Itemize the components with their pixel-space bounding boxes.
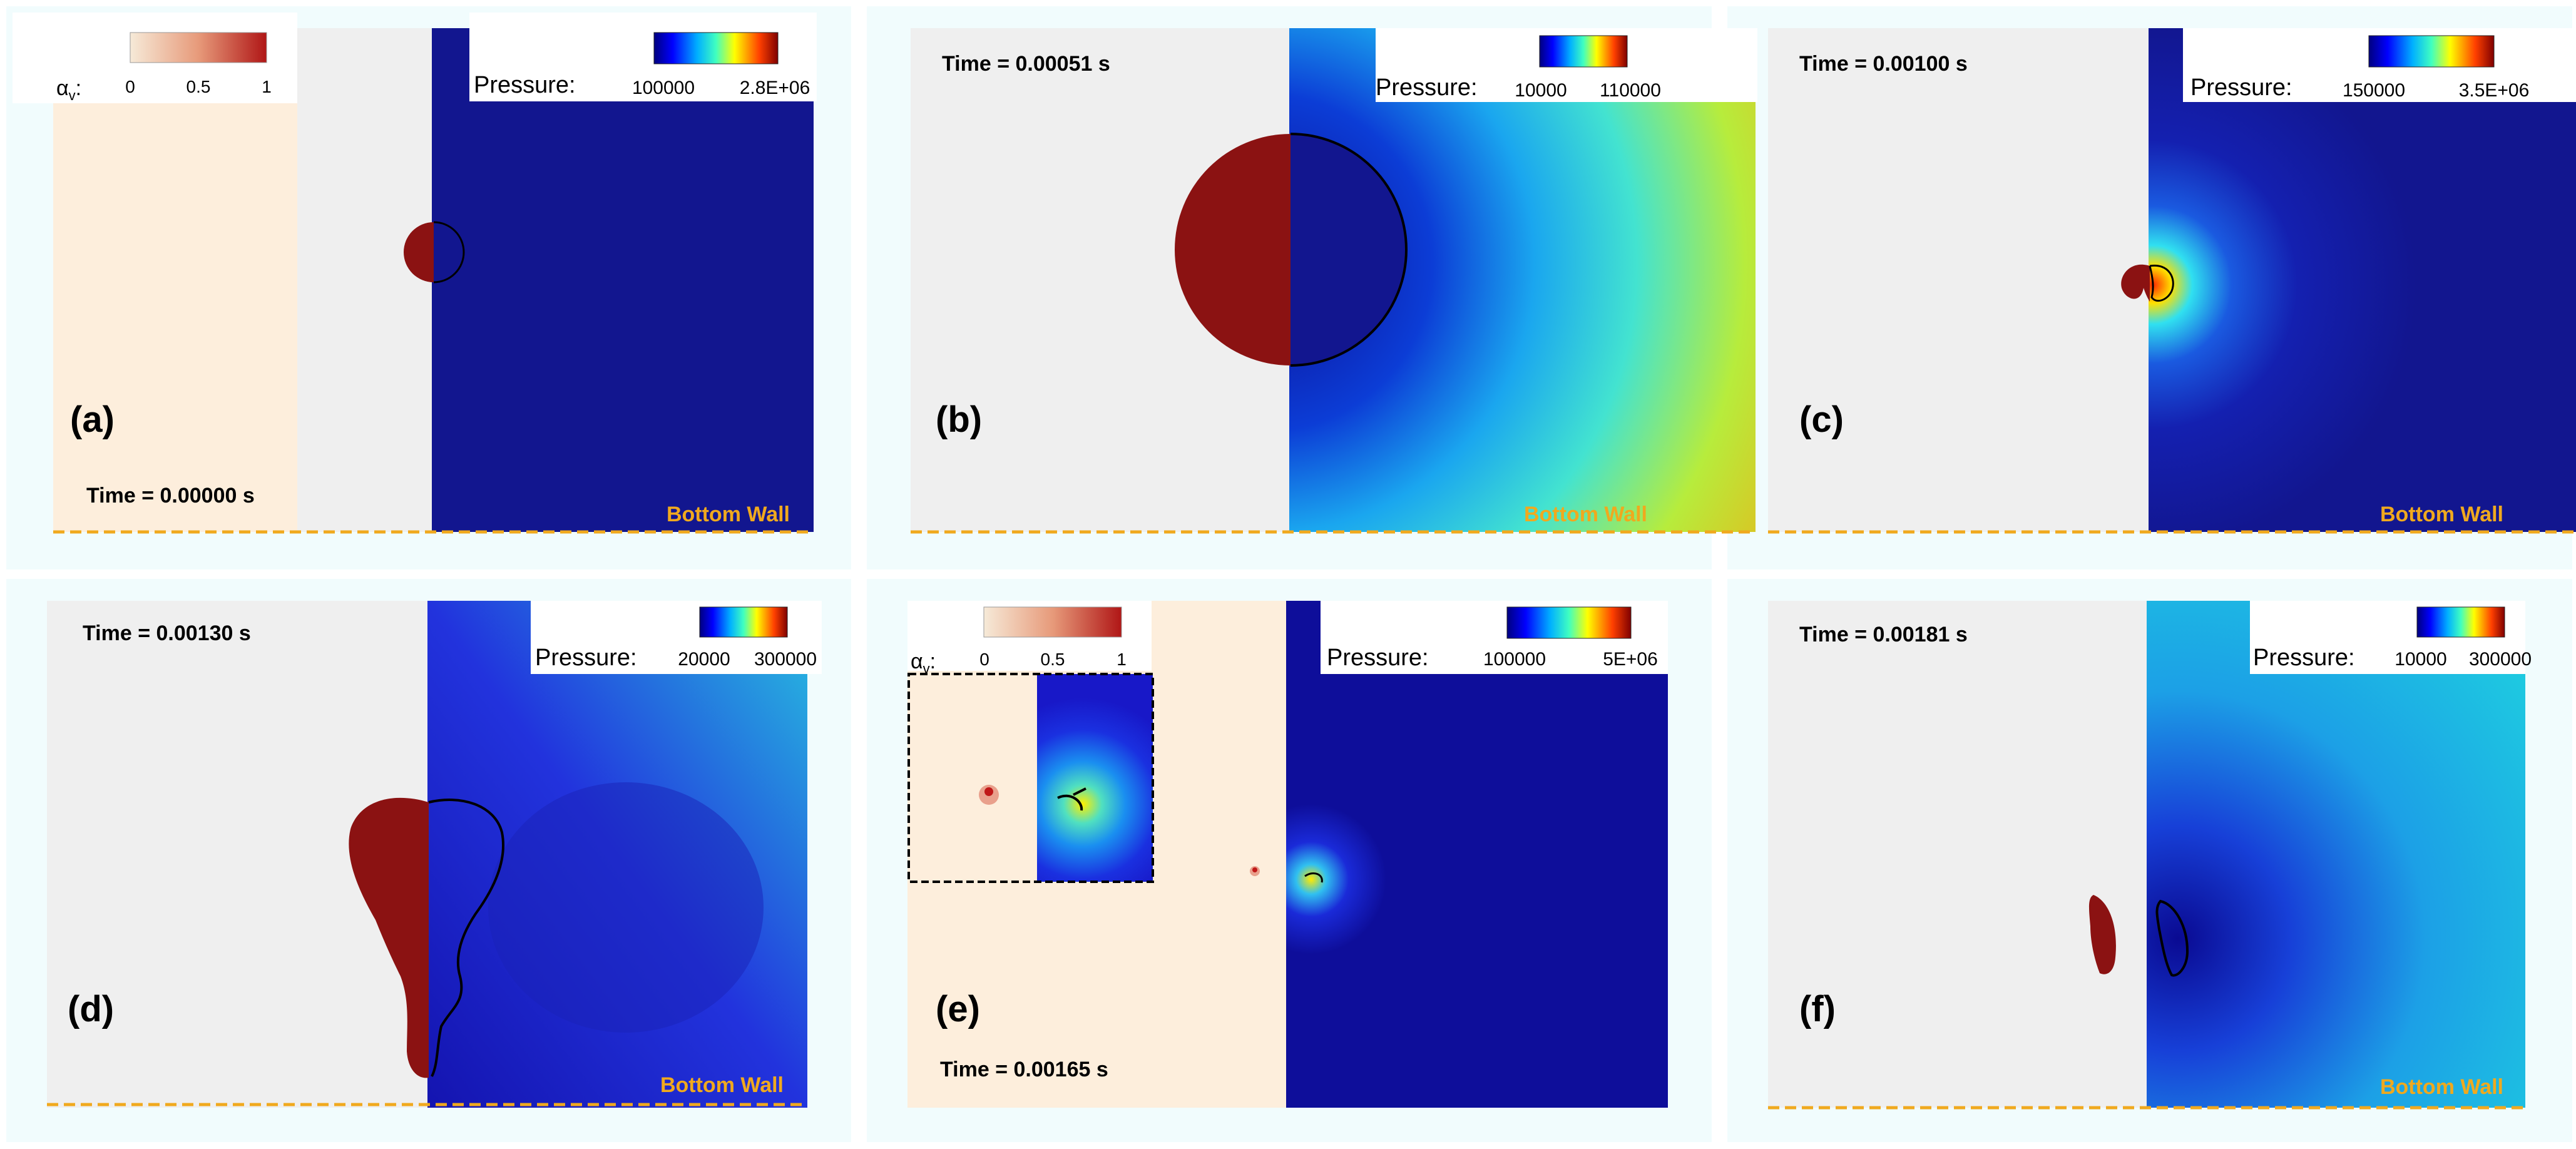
alpha-tick: 1 xyxy=(1117,650,1127,669)
pressure-max: 3.5E+06 xyxy=(2459,80,2530,101)
pressure-field xyxy=(2149,28,2576,532)
pressure-field xyxy=(2147,601,2525,1108)
inset-bubble-outline xyxy=(1057,787,1086,811)
pressure-label: Pressure: xyxy=(2190,74,2292,101)
pressure-max: 300000 xyxy=(2469,649,2532,670)
pressure-label: Pressure: xyxy=(535,645,637,671)
alpha-symbol: αv: xyxy=(911,650,936,677)
inset-alpha xyxy=(909,674,1037,882)
bubble-alpha xyxy=(2121,264,2150,302)
panel-c: Pressure: 150000 3.5E+06 Time = 0.00100 … xyxy=(1768,28,2576,534)
bubble-alpha xyxy=(404,222,434,282)
alpha-tick: 0.5 xyxy=(187,77,211,96)
pressure-colorbar xyxy=(1539,35,1628,68)
time-label: Time = 0.00130 s xyxy=(83,621,251,645)
alpha-colorbar xyxy=(130,32,267,63)
panel-label: (d) xyxy=(68,989,114,1029)
bubble-outline xyxy=(433,221,465,283)
pressure-min: 10000 xyxy=(1515,80,1567,101)
zoom-inset xyxy=(907,673,1154,883)
bubble-outline xyxy=(1290,133,1408,367)
pressure-label: Pressure: xyxy=(1327,645,1429,671)
pressure-colorbar xyxy=(1506,606,1632,639)
pressure-label: Pressure: xyxy=(2253,645,2355,671)
pressure-colorbar xyxy=(2416,606,2505,638)
alpha-colorbar xyxy=(983,606,1122,638)
pressure-min: 100000 xyxy=(1483,649,1546,670)
bubble-outline xyxy=(2155,899,2189,977)
bubble-alpha xyxy=(1175,134,1291,365)
pressure-field xyxy=(1286,601,1668,1108)
symmetry-strip xyxy=(1768,601,2150,1108)
pressure-max: 110000 xyxy=(1600,80,1661,101)
panel-a: αv: 0 0.5 1 Pressure: 100000 2.8E+06 (a)… xyxy=(13,13,817,534)
alpha-tick: 1 xyxy=(262,77,272,96)
wall-label: Bottom Wall xyxy=(660,1073,784,1097)
bubble-outline xyxy=(2149,264,2174,302)
alpha-tick: 0 xyxy=(125,77,135,96)
alpha-symbol: αv: xyxy=(56,76,81,103)
pressure-min: 20000 xyxy=(678,649,730,670)
panel-label: (c) xyxy=(1799,399,1844,440)
inset-pressure xyxy=(1037,674,1153,882)
panel-d: Pressure: 20000 300000 Time = 0.00130 s … xyxy=(47,601,822,1108)
time-label: Time = 0.00051 s xyxy=(942,52,1110,76)
time-label: Time = 0.00100 s xyxy=(1799,52,1968,76)
bubble-alpha xyxy=(2088,895,2116,974)
pressure-max: 300000 xyxy=(754,649,817,670)
panel-label: (b) xyxy=(936,399,982,440)
pressure-colorbar xyxy=(699,606,788,638)
wall-label: Bottom Wall xyxy=(667,503,790,526)
panel-label: (e) xyxy=(936,989,980,1029)
time-label: Time = 0.00000 s xyxy=(86,484,255,508)
bubble-core xyxy=(1252,867,1257,872)
pressure-field-shading xyxy=(488,782,764,1033)
pressure-colorbar xyxy=(653,32,779,64)
panel-f: Pressure: 10000 300000 Time = 0.00181 s … xyxy=(1768,601,2532,1110)
panel-label: (a) xyxy=(70,399,115,440)
wall-label: Bottom Wall xyxy=(1524,503,1647,526)
pressure-field xyxy=(432,100,814,532)
time-label: Time = 0.00181 s xyxy=(1799,623,1968,646)
pressure-max: 2.8E+06 xyxy=(740,78,810,98)
pressure-label: Pressure: xyxy=(1376,74,1478,101)
time-label: Time = 0.00165 s xyxy=(940,1058,1108,1081)
wall-label: Bottom Wall xyxy=(2380,503,2503,526)
alpha-tick: 0.5 xyxy=(1041,650,1065,669)
pressure-min: 150000 xyxy=(2343,80,2405,101)
inset-frame xyxy=(907,673,1154,883)
panel-b: Pressure: 10000 110000 Time = 0.00051 s … xyxy=(911,28,1757,534)
symmetry-strip xyxy=(297,28,435,532)
pressure-label: Pressure: xyxy=(474,72,576,98)
wall-label: Bottom Wall xyxy=(2380,1075,2503,1099)
vapor-fraction-field xyxy=(53,103,297,532)
pressure-field-top xyxy=(432,28,469,103)
bubble-outline xyxy=(1304,872,1323,883)
bubble-alpha xyxy=(349,797,429,1078)
bubble-outline xyxy=(428,799,504,1077)
inset-bubble-core xyxy=(984,787,993,796)
panel-e: αv: 0 0.5 1 Pressure: 100000 5E+06 Time … xyxy=(907,601,1668,1108)
pressure-min: 10000 xyxy=(2395,649,2446,670)
pressure-colorbar xyxy=(2368,35,2495,68)
panel-label: (f) xyxy=(1799,989,1836,1029)
pressure-max: 5E+06 xyxy=(1603,649,1658,670)
pressure-min: 100000 xyxy=(632,78,695,98)
alpha-tick: 0 xyxy=(979,650,989,669)
bubble-pressure xyxy=(1291,134,1406,365)
symmetry-strip xyxy=(1768,28,2150,532)
